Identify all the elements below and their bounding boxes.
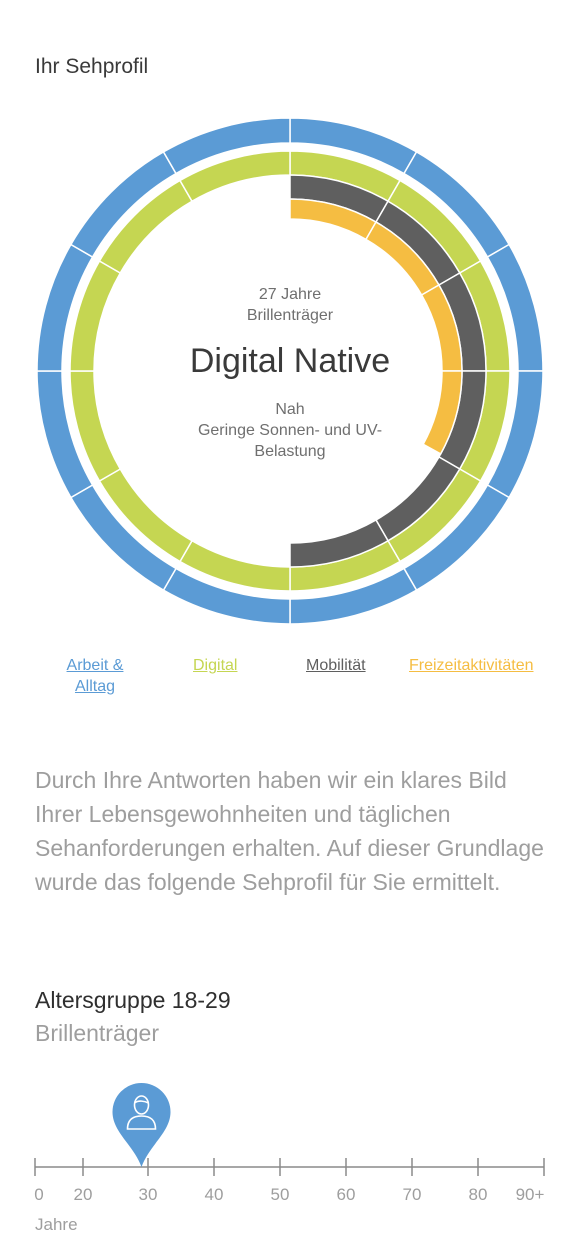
page-title: Ihr Sehprofil	[35, 55, 149, 78]
vision-profile-ring-chart	[36, 117, 544, 625]
ring-segment	[289, 518, 390, 568]
age-group-subtitle: Brillenträger	[35, 1020, 159, 1046]
profile-age: 27 Jahre	[258, 286, 322, 303]
scale-tick-label: 50	[270, 1185, 290, 1204]
scale-tick-label: 80	[468, 1185, 488, 1204]
scale-tick-label: 40	[204, 1185, 224, 1204]
scale-tick-label: 0	[34, 1185, 44, 1204]
ring-segment	[162, 117, 291, 175]
legend-mobility-link[interactable]: Mobilität	[306, 657, 366, 674]
scale-tick-label: 70	[402, 1185, 422, 1204]
profile-exposure: Geringe Sonnen- und UV-Belastung	[197, 422, 383, 460]
ring-segment	[178, 150, 291, 203]
age-scale-unit: Jahre	[35, 1215, 78, 1234]
scale-tick-label: 20	[73, 1185, 93, 1204]
legend-work-line1: Arbeit &	[66, 657, 124, 674]
profile-name: Digital Native	[189, 342, 391, 380]
scale-tick-label: 60	[336, 1185, 356, 1204]
profile-wear: Brillenträger	[246, 307, 334, 324]
age-scale	[34, 1082, 545, 1176]
intro-text: Durch Ihre Antworten haben wir ein klare…	[35, 767, 544, 895]
legend-digital-link[interactable]: Digital	[193, 657, 238, 674]
scale-tick-label: 90+	[515, 1185, 545, 1204]
scale-tick-label: 30	[138, 1185, 158, 1204]
ring-3	[289, 198, 463, 455]
age-group-title: Altersgruppe 18-29	[35, 987, 231, 1013]
legend-leisure-link[interactable]: Freizeitaktivitäten	[409, 657, 534, 674]
legend-work-line2: Alltag	[74, 678, 116, 695]
age-marker-pin	[112, 1082, 171, 1167]
legend-work-link[interactable]: Arbeit & Alltag	[55, 655, 135, 697]
ring-1	[69, 150, 511, 592]
person-icon	[126, 1095, 157, 1130]
profile-distance: Nah	[275, 401, 305, 418]
ring-segment	[422, 370, 463, 455]
ring-2	[289, 174, 487, 568]
ring-0	[36, 117, 544, 625]
